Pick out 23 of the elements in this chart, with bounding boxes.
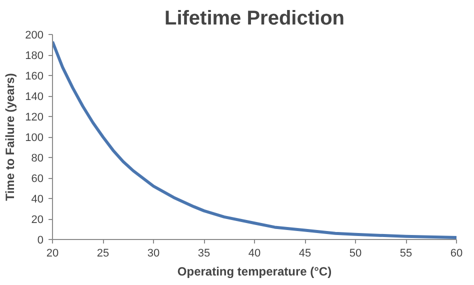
y-tick-label: 80: [31, 152, 44, 164]
x-tick-label: 55: [400, 248, 412, 260]
y-tick-label: 40: [31, 194, 44, 206]
x-tick-label: 30: [147, 248, 160, 260]
x-tick-label: 45: [298, 248, 312, 260]
y-tick-label: 100: [25, 132, 44, 144]
x-tick-label: 35: [198, 248, 210, 260]
y-tick-label: 140: [25, 91, 44, 103]
chart-title: Lifetime Prediction: [164, 8, 345, 30]
y-tick-label: 160: [25, 70, 44, 82]
x-tick-label: 40: [248, 248, 261, 260]
y-tick-label: 200: [25, 30, 44, 42]
x-axis-title: Operating temperature (°C): [177, 264, 332, 278]
x-tick-label: 20: [46, 248, 59, 260]
y-tick-label: 0: [37, 234, 44, 246]
x-tick-label: 25: [96, 248, 110, 260]
y-tick-label: 120: [25, 112, 44, 124]
y-tick-label: 20: [31, 214, 44, 226]
x-tick-label: 50: [349, 248, 362, 260]
y-axis-title: Time to Failure (years): [3, 73, 18, 201]
y-tick-label: 180: [25, 50, 44, 62]
x-tick-label: 60: [450, 248, 463, 260]
y-tick-label: 60: [31, 173, 44, 185]
